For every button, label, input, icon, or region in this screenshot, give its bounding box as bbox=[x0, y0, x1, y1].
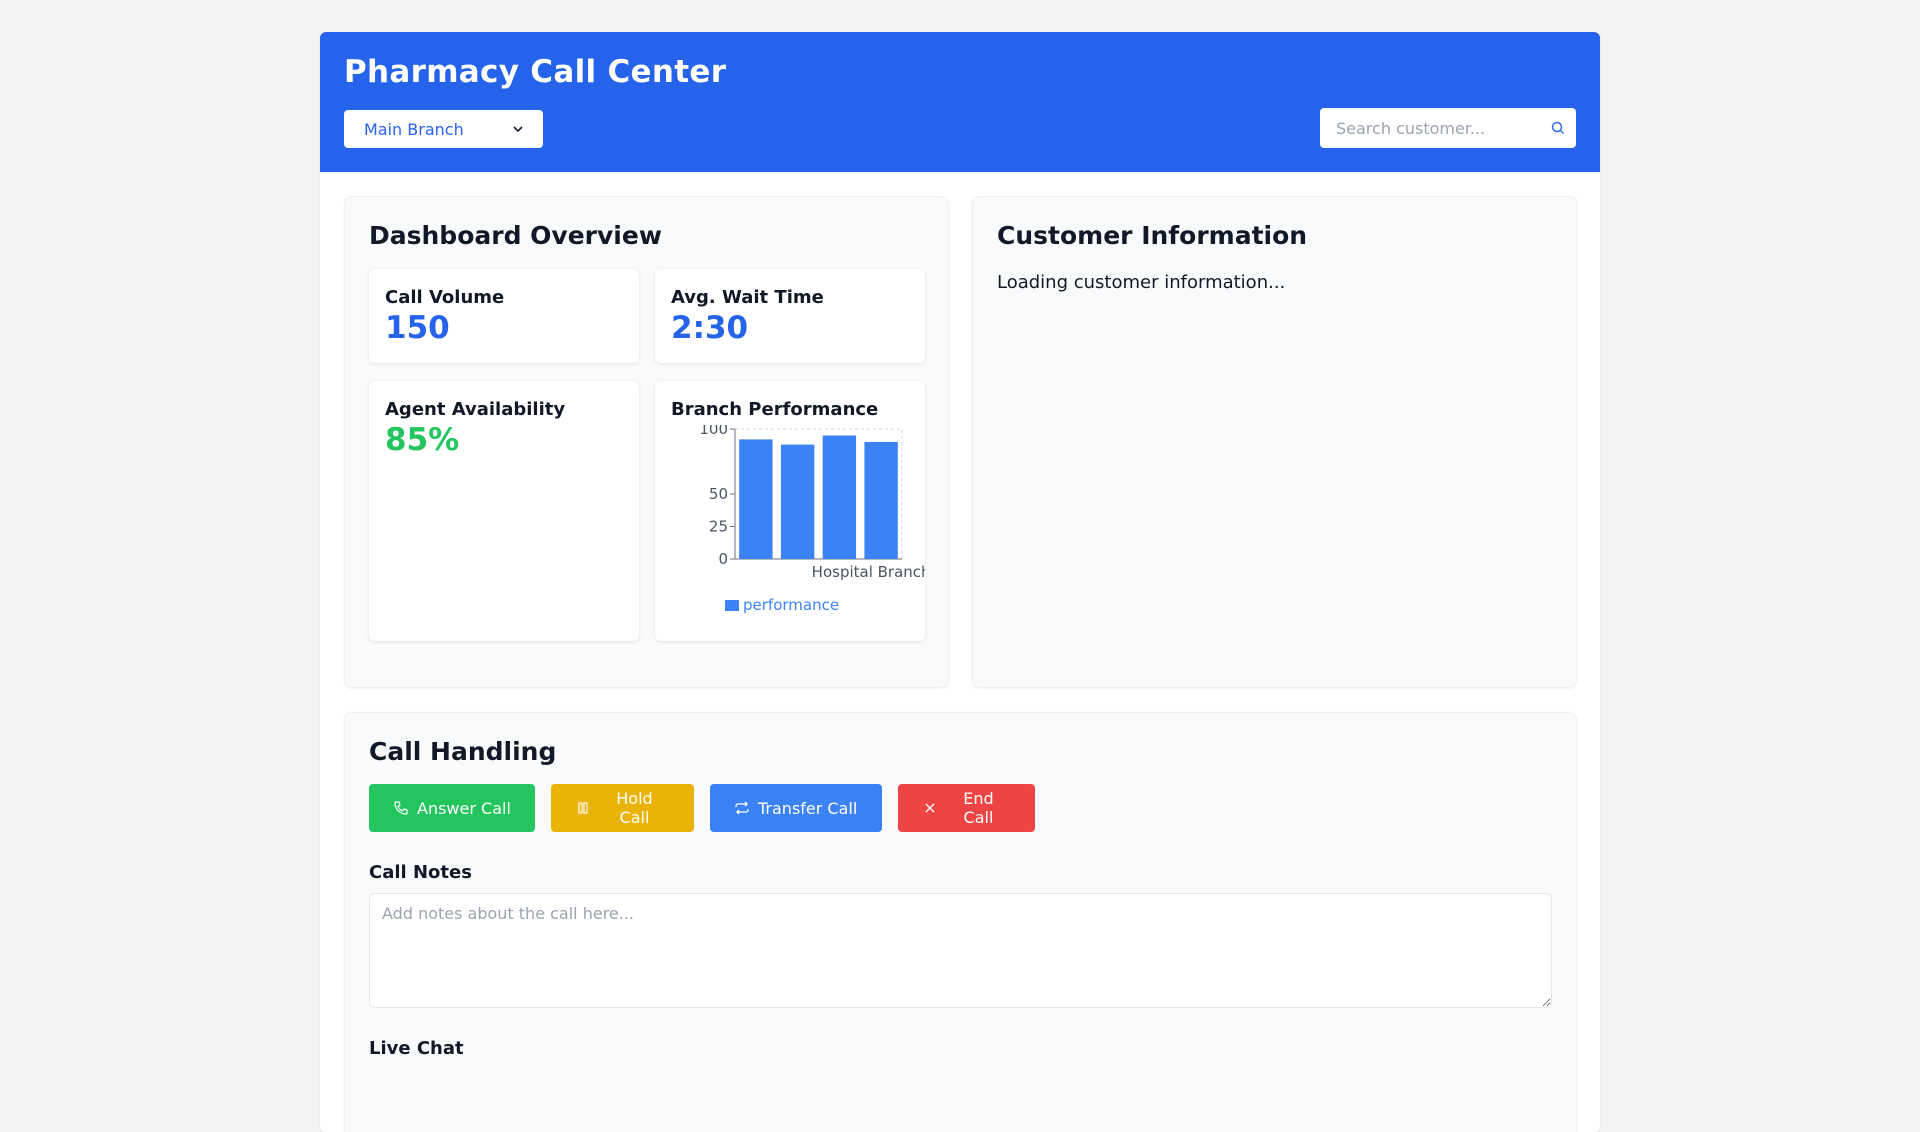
hold-call-button[interactable]: Hold Call bbox=[551, 784, 694, 832]
header: Pharmacy Call Center Main Branch bbox=[320, 32, 1600, 172]
branch-select[interactable]: Main Branch bbox=[344, 110, 543, 148]
hold-call-label: Hold Call bbox=[616, 789, 653, 827]
app-title: Pharmacy Call Center bbox=[344, 54, 727, 90]
transfer-icon bbox=[735, 801, 749, 815]
call-buttons: Answer Call Hold Call Transfer Call bbox=[369, 784, 1552, 832]
call-handling-title: Call Handling bbox=[369, 737, 557, 766]
call-handling-panel: Call Handling Answer Call Hold Call Tr bbox=[344, 712, 1577, 1132]
answer-call-button[interactable]: Answer Call bbox=[369, 784, 535, 832]
y-tick-label: 50 bbox=[709, 485, 728, 503]
transfer-call-label: Transfer Call bbox=[758, 798, 858, 818]
search-box bbox=[1320, 108, 1576, 148]
call-notes-label: Call Notes bbox=[369, 862, 472, 883]
call-volume-value: 150 bbox=[385, 310, 450, 346]
chart-bar bbox=[739, 439, 773, 559]
legend-swatch bbox=[725, 600, 739, 611]
wait-time-card: Avg. Wait Time 2:30 bbox=[655, 269, 925, 363]
search-input[interactable] bbox=[1336, 118, 1550, 138]
agent-availability-label: Agent Availability bbox=[385, 399, 566, 420]
chart-bar bbox=[822, 435, 857, 559]
end-call-label: End Call bbox=[963, 789, 994, 827]
y-tick-label: 0 bbox=[718, 550, 728, 568]
agent-availability-value: 85% bbox=[385, 422, 460, 458]
call-volume-card: Call Volume 150 bbox=[369, 269, 639, 363]
y-tick-label: 100 bbox=[699, 425, 728, 438]
legend-label: performance bbox=[743, 596, 839, 614]
customer-loading-text: Loading customer information... bbox=[997, 272, 1286, 293]
phone-icon bbox=[394, 801, 408, 815]
x-tick-label: Hospital Branch bbox=[812, 563, 925, 581]
app-container: Pharmacy Call Center Main Branch Dashboa… bbox=[320, 32, 1600, 1132]
wait-time-value: 2:30 bbox=[671, 310, 749, 346]
branch-performance-chart: 0 25 50 100 Hospital Branch performance bbox=[699, 425, 925, 614]
branch-performance-card: Branch Performance 0 25 50 100 Hospital Bran… bbox=[655, 381, 925, 641]
end-call-button[interactable]: End Call bbox=[898, 784, 1035, 832]
dashboard-panel: Dashboard Overview Call Volume 150 Avg. … bbox=[344, 196, 949, 688]
customer-panel: Customer Information Loading customer in… bbox=[972, 196, 1577, 688]
search-icon[interactable] bbox=[1550, 120, 1566, 136]
chart-bar bbox=[864, 442, 898, 559]
chart-bar bbox=[780, 444, 815, 559]
call-notes-textarea[interactable] bbox=[369, 893, 1552, 1008]
live-chat-label: Live Chat bbox=[369, 1038, 464, 1059]
branch-select-value: Main Branch bbox=[364, 119, 464, 139]
branch-performance-label: Branch Performance bbox=[671, 399, 879, 420]
agent-availability-card: Agent Availability 85% bbox=[369, 381, 639, 641]
dashboard-title: Dashboard Overview bbox=[369, 221, 662, 250]
chevron-down-icon bbox=[513, 126, 523, 133]
wait-time-label: Avg. Wait Time bbox=[671, 287, 824, 308]
pause-icon bbox=[578, 802, 588, 814]
call-volume-label: Call Volume bbox=[385, 287, 505, 308]
close-icon bbox=[925, 803, 935, 813]
answer-call-label: Answer Call bbox=[417, 798, 511, 818]
y-tick-label: 25 bbox=[709, 518, 728, 536]
transfer-call-button[interactable]: Transfer Call bbox=[710, 784, 882, 832]
customer-title: Customer Information bbox=[997, 221, 1308, 250]
